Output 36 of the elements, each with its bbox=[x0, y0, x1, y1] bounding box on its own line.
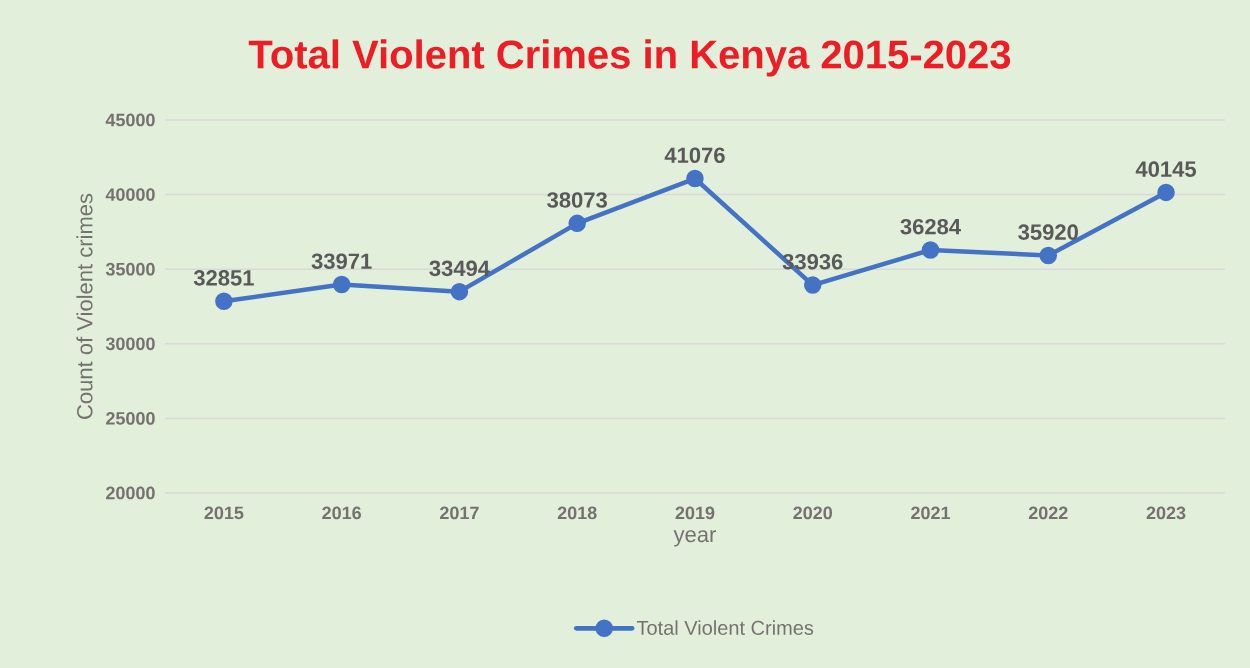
x-tick-label: 2023 bbox=[1146, 506, 1186, 520]
y-tick-label: 20000 bbox=[106, 486, 155, 500]
point bbox=[215, 292, 233, 310]
data-label: 33494 bbox=[429, 260, 490, 277]
data-label: 35920 bbox=[1018, 224, 1078, 240]
point bbox=[921, 241, 940, 259]
x-tick-label: 2015 bbox=[204, 506, 244, 520]
x-tick-label: 2016 bbox=[322, 506, 362, 520]
point bbox=[332, 275, 351, 294]
point bbox=[568, 214, 586, 233]
point bbox=[1157, 183, 1175, 202]
data-label: 40145 bbox=[1135, 161, 1196, 177]
y-tick-label: 30000 bbox=[105, 337, 155, 351]
x-tick-label: 2021 bbox=[911, 506, 951, 520]
x-tick-label: 2022 bbox=[1028, 506, 1068, 520]
y-tick-label: 35000 bbox=[105, 262, 155, 276]
data-label: 41076 bbox=[664, 147, 725, 164]
point bbox=[450, 282, 469, 301]
point bbox=[686, 169, 704, 188]
x-axis-title: year bbox=[673, 530, 716, 547]
point bbox=[803, 276, 822, 294]
y-tick-label: 25000 bbox=[106, 412, 155, 425]
point bbox=[1039, 246, 1058, 265]
legend-label: Total Violent Crimes bbox=[636, 620, 814, 635]
x-tick-label: 2019 bbox=[675, 506, 715, 520]
x-tick-label: 2018 bbox=[557, 506, 597, 520]
y-axis-title: Count of Violent crimes bbox=[76, 193, 93, 419]
chart-title: Total Violent Crimes in Kenya 2015-2023 bbox=[248, 39, 1011, 77]
data-label: 32851 bbox=[193, 270, 254, 286]
x-tick-label: 2020 bbox=[793, 506, 832, 520]
data-label: 33971 bbox=[311, 253, 372, 270]
y-tick-label: 40000 bbox=[105, 188, 155, 201]
data-label: 36284 bbox=[900, 218, 961, 235]
y-tick-label: 45000 bbox=[105, 113, 155, 127]
data-label: 38073 bbox=[547, 192, 607, 208]
x-tick-label: 2017 bbox=[440, 506, 479, 520]
